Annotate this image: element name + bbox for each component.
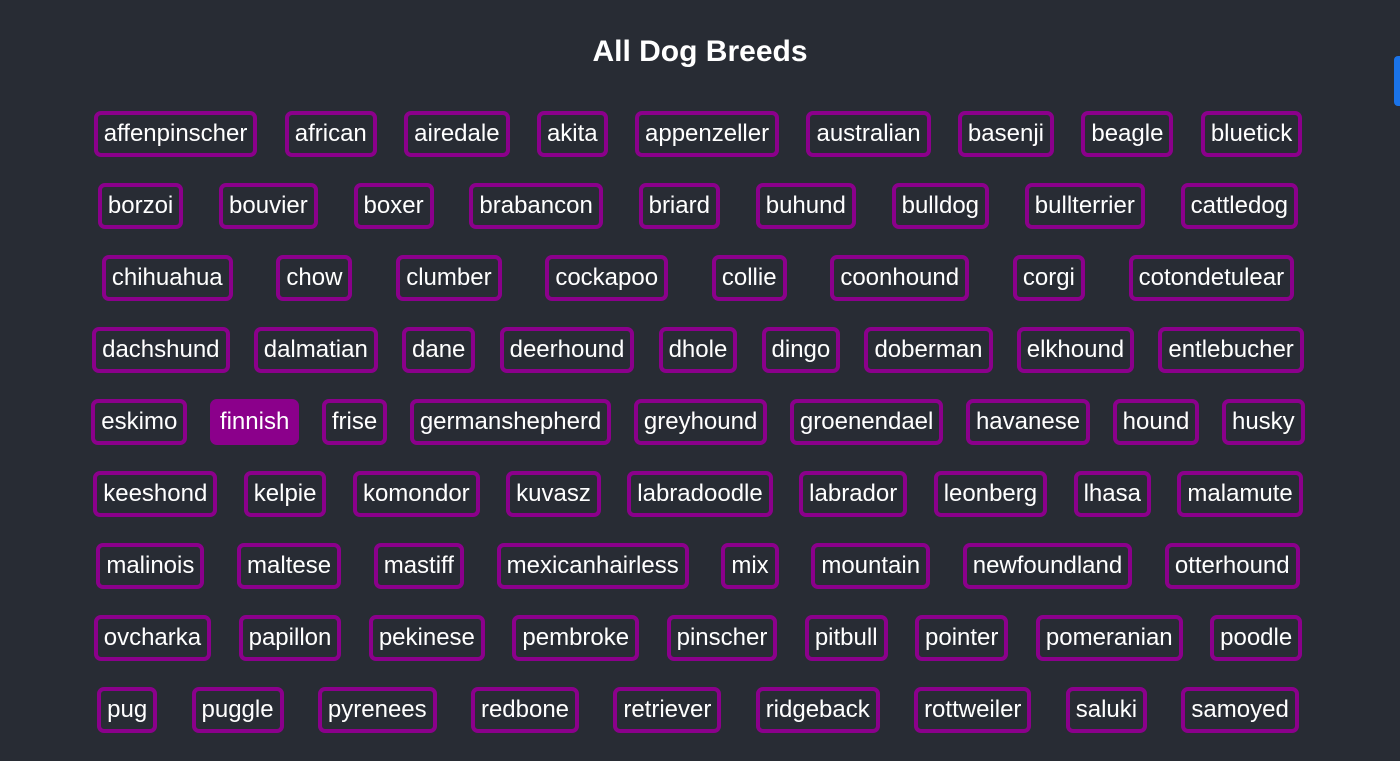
page-title: All Dog Breeds (592, 35, 808, 68)
breed-button-dachshund[interactable]: dachshund (92, 327, 230, 373)
breed-button-coonhound[interactable]: coonhound (830, 255, 970, 301)
breed-button-dalmatian[interactable]: dalmatian (253, 327, 378, 373)
breed-button-hound[interactable]: hound (1112, 399, 1200, 445)
breed-button-briard[interactable]: briard (638, 183, 720, 229)
breed-button-beagle[interactable]: beagle (1081, 111, 1174, 157)
breed-button-chihuahua[interactable]: chihuahua (101, 255, 233, 301)
breed-button-african[interactable]: african (284, 111, 377, 157)
breed-button-pinscher[interactable]: pinscher (666, 615, 778, 661)
breed-button-cockapoo[interactable]: cockapoo (545, 255, 669, 301)
breed-button-poodle[interactable]: poodle (1210, 615, 1303, 661)
breed-row: affenpinscher african airedale akita appenze… (80, 110, 1316, 158)
breed-button-frise[interactable]: frise (321, 399, 388, 445)
breed-button-ridgeback[interactable]: ridgeback (755, 687, 880, 733)
breed-row: malinois maltese mastiff mexicanhairless mix… (80, 542, 1316, 590)
breed-button-akita[interactable]: akita (536, 111, 608, 157)
breed-button-samoyed[interactable]: samoyed (1181, 687, 1299, 733)
breed-button-airedale[interactable]: airedale (404, 111, 510, 157)
breed-button-pyrenees[interactable]: pyrenees (317, 687, 437, 733)
breed-button-australian[interactable]: australian (806, 111, 931, 157)
breed-button-rottweiler[interactable]: rottweiler (914, 687, 1032, 733)
breed-button-mix[interactable]: mix (721, 543, 779, 589)
breed-row: borzoi bouvier boxer brabancon briard buhund b… (80, 182, 1316, 230)
breed-button-elkhound[interactable]: elkhound (1016, 327, 1135, 373)
breed-button-puggle[interactable]: puggle (191, 687, 284, 733)
breed-button-mountain[interactable]: mountain (811, 543, 931, 589)
breed-button-komondor[interactable]: komondor (352, 471, 480, 517)
breed-button-pug[interactable]: pug (97, 687, 158, 733)
breed-button-otterhound[interactable]: otterhound (1164, 543, 1300, 589)
breed-button-cotondetulear[interactable]: cotondetulear (1128, 255, 1295, 301)
breed-button-dhole[interactable]: dhole (658, 327, 738, 373)
breed-button-malinois[interactable]: malinois (96, 543, 205, 589)
breed-button-pointer[interactable]: pointer (915, 615, 1009, 661)
breed-button-mastiff[interactable]: mastiff (373, 543, 464, 589)
breed-button-entlebucher[interactable]: entlebucher (1158, 327, 1304, 373)
breed-button-pitbull[interactable]: pitbull (804, 615, 888, 661)
breed-grid: affenpinscher african airedale akita appenze… (80, 110, 1316, 758)
breed-button-leonberg[interactable]: leonberg (933, 471, 1048, 517)
breed-button-bulldog[interactable]: bulldog (891, 183, 990, 229)
side-tab[interactable] (1394, 56, 1400, 106)
breed-button-lhasa[interactable]: lhasa (1073, 471, 1151, 517)
breed-button-pekinese[interactable]: pekinese (368, 615, 485, 661)
breed-button-clumber[interactable]: clumber (396, 255, 502, 301)
breed-button-bullterrier[interactable]: bullterrier (1024, 183, 1145, 229)
breed-button-chow[interactable]: chow (276, 255, 353, 301)
breed-button-havanese[interactable]: havanese (965, 399, 1091, 445)
breed-button-redbone[interactable]: redbone (470, 687, 580, 733)
breed-button-borzoi[interactable]: borzoi (97, 183, 184, 229)
breed-button-buhund[interactable]: buhund (755, 183, 856, 229)
breed-button-finnish[interactable]: finnish (209, 399, 300, 445)
breed-button-germanshepherd[interactable]: germanshepherd (409, 399, 612, 445)
breed-button-brabancon[interactable]: brabancon (469, 183, 603, 229)
breed-row: keeshond kelpie komondor kuvasz labradoodle l… (80, 470, 1316, 518)
breed-row: pug puggle pyrenees redbone retriever ridgeba… (80, 686, 1316, 734)
breed-button-doberman[interactable]: doberman (864, 327, 993, 373)
breed-button-eskimo[interactable]: eskimo (91, 399, 188, 445)
breed-button-dane[interactable]: dane (402, 327, 476, 373)
breed-button-boxer[interactable]: boxer (353, 183, 434, 229)
breed-button-deerhound[interactable]: deerhound (499, 327, 635, 373)
breed-button-appenzeller[interactable]: appenzeller (635, 111, 780, 157)
breed-button-maltese[interactable]: maltese (237, 543, 342, 589)
breed-button-corgi[interactable]: corgi (1012, 255, 1085, 301)
breed-button-malamute[interactable]: malamute (1177, 471, 1303, 517)
breed-button-labrador[interactable]: labrador (799, 471, 908, 517)
breed-row: eskimo finnish frise germanshepherd greyhoun… (80, 398, 1316, 446)
breed-button-keeshond[interactable]: keeshond (93, 471, 218, 517)
breed-button-papillon[interactable]: papillon (238, 615, 342, 661)
breed-button-mexicanhairless[interactable]: mexicanhairless (496, 543, 689, 589)
breed-button-affenpinscher[interactable]: affenpinscher (93, 111, 258, 157)
breed-button-cattledog[interactable]: cattledog (1180, 183, 1299, 229)
breed-row: ovcharka papillon pekinese pembroke pinscher… (80, 614, 1316, 662)
breed-button-basenji[interactable]: basenji (957, 111, 1054, 157)
breed-button-pembroke[interactable]: pembroke (512, 615, 640, 661)
breed-button-pomeranian[interactable]: pomeranian (1035, 615, 1183, 661)
breed-button-retriever[interactable]: retriever (613, 687, 722, 733)
breed-button-bluetick[interactable]: bluetick (1200, 111, 1303, 157)
breed-button-labradoodle[interactable]: labradoodle (627, 471, 773, 517)
breed-row: dachshund dalmatian dane deerhound dhole ding… (80, 326, 1316, 374)
breed-button-kelpie[interactable]: kelpie (243, 471, 327, 517)
breed-button-dingo[interactable]: dingo (761, 327, 841, 373)
breed-button-saluki[interactable]: saluki (1065, 687, 1148, 733)
breed-row: chihuahua chow clumber cockapoo collie coonho… (80, 254, 1316, 302)
breed-button-husky[interactable]: husky (1221, 399, 1305, 445)
breed-button-collie[interactable]: collie (711, 255, 787, 301)
breed-button-bouvier[interactable]: bouvier (219, 183, 318, 229)
breed-button-greyhound[interactable]: greyhound (633, 399, 768, 445)
breed-button-groenendael[interactable]: groenendael (789, 399, 944, 445)
breed-button-newfoundland[interactable]: newfoundland (962, 543, 1133, 589)
breed-button-kuvasz[interactable]: kuvasz (506, 471, 601, 517)
breed-button-ovcharka[interactable]: ovcharka (93, 615, 212, 661)
